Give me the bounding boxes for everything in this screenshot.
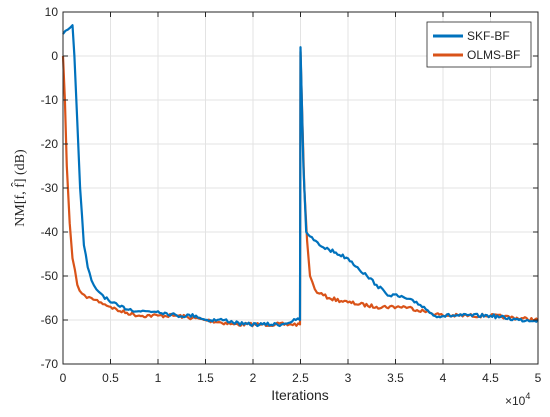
x-tick-label: 5 — [535, 371, 542, 385]
legend: SKF-BF OLMS-BF — [426, 21, 532, 68]
x-tick-label: 2.5 — [292, 371, 309, 385]
y-tick-label: 10 — [45, 5, 59, 19]
x-tick-label: 0 — [60, 371, 67, 385]
x-tick-label: 4.5 — [482, 371, 499, 385]
x-tick-label: 3 — [345, 371, 352, 385]
x-axis-exponent-base: ×10 — [505, 394, 526, 408]
x-tick-label: 2 — [250, 371, 257, 385]
x-tick-label: 0.5 — [102, 371, 119, 385]
series-line-skf-bf — [62, 24, 539, 328]
x-tick-label: 1 — [155, 371, 162, 385]
x-axis-label: Iterations — [271, 387, 329, 403]
x-axis-exponent-power: 4 — [525, 391, 530, 401]
x-tick-label: 3.5 — [387, 371, 404, 385]
y-tick-label: 0 — [51, 49, 58, 63]
legend-label-skf-bf: SKF-BF — [467, 29, 510, 43]
y-tick-label: -10 — [41, 93, 59, 107]
y-tick-label: -70 — [41, 357, 59, 371]
x-tick-label: 1.5 — [197, 371, 214, 385]
y-tick-label: -20 — [41, 137, 59, 151]
legend-box — [426, 21, 532, 68]
y-tick-label: -40 — [41, 225, 59, 239]
y-axis-ticks: 10 0 -10 -20 -30 -40 -50 -60 -70 — [41, 5, 538, 371]
x-tick-label: 4 — [440, 371, 447, 385]
x-axis-exponent: ×104 — [505, 391, 530, 408]
y-tick-label: -50 — [41, 269, 59, 283]
x-axis-ticks: 0 0.5 1 1.5 2 2.5 3 3.5 4 4.5 5 — [60, 12, 542, 385]
y-tick-label: -30 — [41, 181, 59, 195]
series-layer — [61, 24, 539, 328]
legend-label-olms-bf: OLMS-BF — [467, 48, 520, 62]
y-axis-label: NM[f, f̂] (dB) — [11, 149, 28, 227]
y-tick-label: -60 — [41, 313, 59, 327]
